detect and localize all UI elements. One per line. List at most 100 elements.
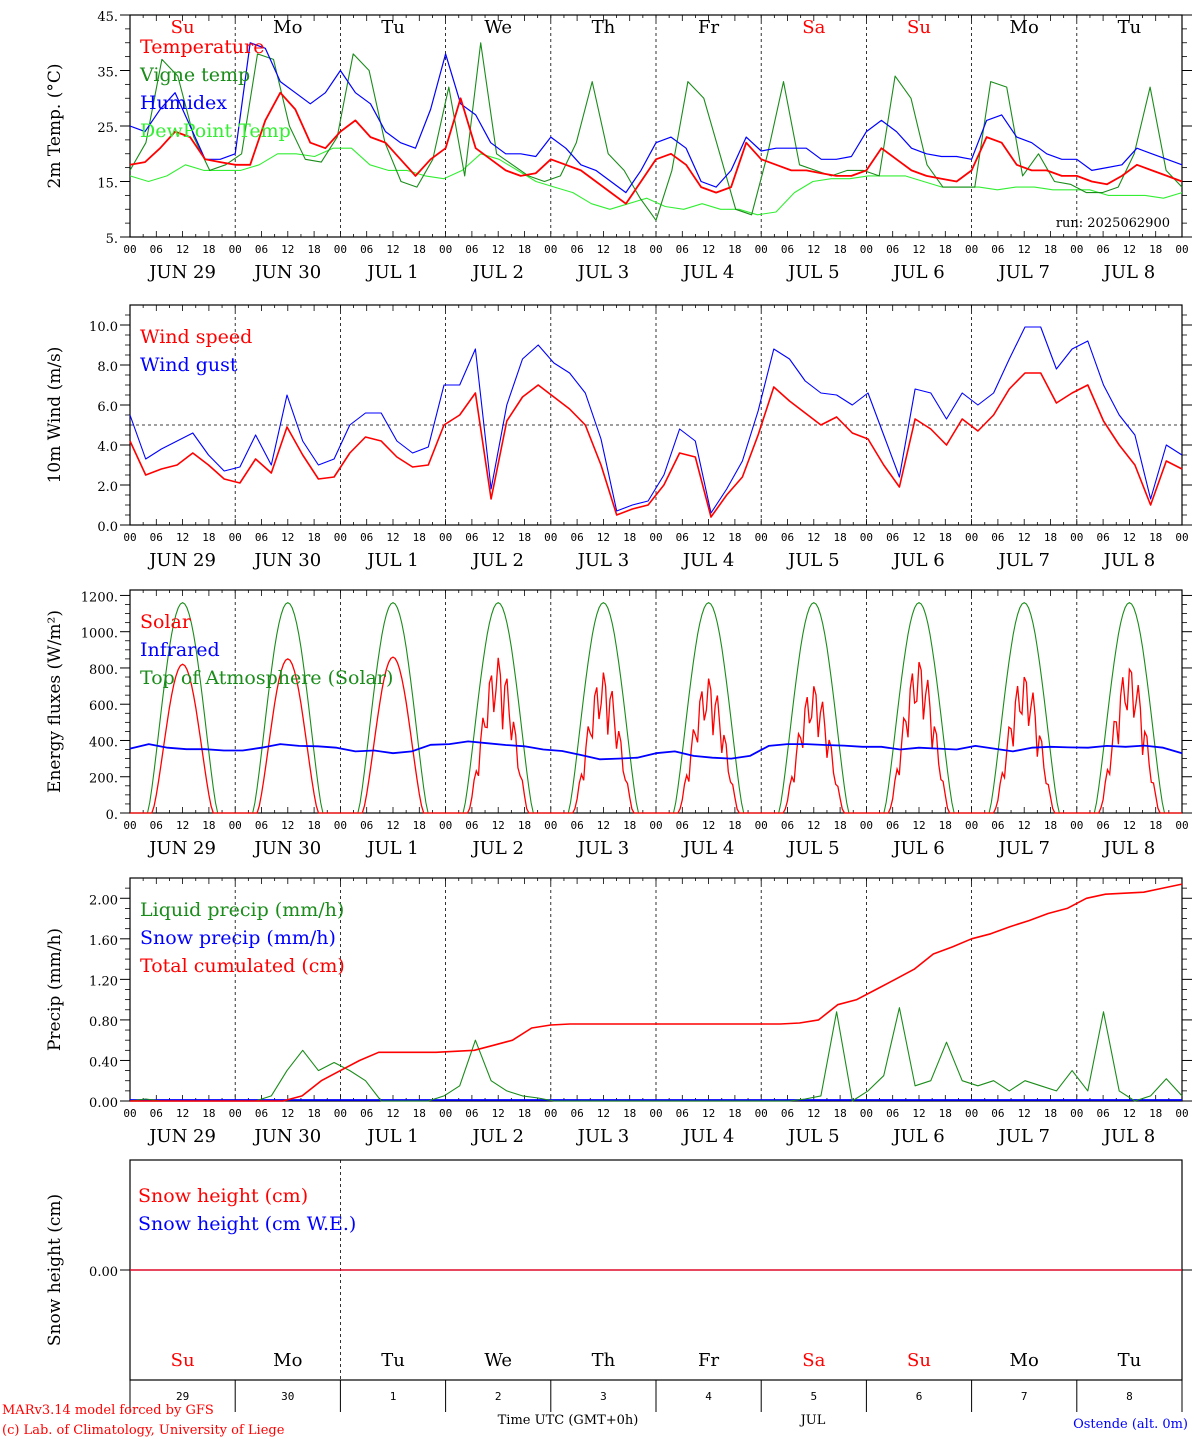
hour-label: 06 <box>991 531 1004 544</box>
y-axis-label: Snow height (cm) <box>45 1194 65 1346</box>
hour-label: 18 <box>518 243 531 256</box>
hour-label: 06 <box>570 531 583 544</box>
hour-label: 18 <box>728 531 741 544</box>
date-label: JUL 4 <box>681 1126 735 1147</box>
y-tick-label: 25. <box>97 121 118 136</box>
hour-label: 06 <box>360 819 373 832</box>
y-tick-label: 0.00 <box>89 1265 118 1280</box>
hour-label: 06 <box>360 531 373 544</box>
y-tick-label: 1.20 <box>89 974 118 989</box>
hour-label: 12 <box>807 531 820 544</box>
hour-label: 12 <box>597 1107 610 1120</box>
weekday-label-bottom: Mo <box>1010 1350 1039 1371</box>
day-number: 2 <box>495 1390 502 1403</box>
hour-label: 06 <box>1096 531 1109 544</box>
hour-label: 00 <box>965 819 978 832</box>
hour-label: 12 <box>281 819 294 832</box>
weekday-label-top: Tu <box>381 17 405 38</box>
hour-label: 12 <box>807 819 820 832</box>
station-name: Ostende (alt. 0m) <box>1073 1417 1188 1432</box>
legend-entry: Infrared <box>140 639 220 661</box>
hour-label: 12 <box>1123 243 1136 256</box>
weekday-label-bottom: Tu <box>381 1350 405 1371</box>
hour-label: 18 <box>307 531 320 544</box>
hour-label: 12 <box>386 243 399 256</box>
hour-label: 18 <box>623 1107 636 1120</box>
hour-label: 12 <box>702 531 715 544</box>
date-label: JUL 2 <box>470 262 524 283</box>
hour-label: 18 <box>307 1107 320 1120</box>
hour-label: 12 <box>912 819 925 832</box>
hour-label: 00 <box>544 531 557 544</box>
hour-label: 12 <box>1123 819 1136 832</box>
date-label: JUN 29 <box>147 838 216 859</box>
date-label: JUL 7 <box>996 550 1050 571</box>
hour-label: 12 <box>176 1107 189 1120</box>
data-lines <box>129 42 1183 1271</box>
legend-entry: Temperature <box>140 36 264 58</box>
day-number: 8 <box>1126 1390 1133 1403</box>
y-tick-label: 1.60 <box>89 934 118 949</box>
legend-entry: Liquid precip (mm/h) <box>140 899 344 921</box>
date-label: JUN 30 <box>252 838 321 859</box>
hour-label: 00 <box>439 1107 452 1120</box>
date-label: JUN 30 <box>252 550 321 571</box>
hour-label: 00 <box>755 819 768 832</box>
hour-label: 18 <box>833 1107 846 1120</box>
hour-label: 18 <box>307 243 320 256</box>
hour-label: 06 <box>150 1107 163 1120</box>
y-tick-label: 4.0 <box>97 440 118 455</box>
hour-label: 12 <box>807 1107 820 1120</box>
hour-label: 00 <box>1070 243 1083 256</box>
hour-label: 00 <box>334 819 347 832</box>
x-axis-title: Time UTC (GMT+0h) <box>498 1413 639 1428</box>
date-label: JUL 6 <box>891 262 945 283</box>
hour-label: 06 <box>676 1107 689 1120</box>
hour-label: 00 <box>229 1107 242 1120</box>
weekday-label-top: Mo <box>1010 17 1039 38</box>
weekday-label-bottom: Th <box>592 1350 616 1371</box>
month-label: JUL <box>799 1413 826 1428</box>
date-label: JUL 2 <box>470 1126 524 1147</box>
hour-label: 00 <box>1070 531 1083 544</box>
hour-label: 18 <box>1044 531 1057 544</box>
hour-label: 12 <box>702 1107 715 1120</box>
day-number: 4 <box>705 1390 712 1403</box>
hour-label: 18 <box>202 531 215 544</box>
series-line <box>129 326 1183 514</box>
hour-label: 18 <box>728 1107 741 1120</box>
date-label: JUL 2 <box>470 838 524 859</box>
legend-entry: Vigne temp <box>139 64 250 86</box>
hour-label: 06 <box>360 243 373 256</box>
weekday-label-top: Th <box>592 17 616 38</box>
weekday-label-top: We <box>484 17 512 38</box>
hour-label: 00 <box>334 243 347 256</box>
hour-label: 00 <box>123 819 136 832</box>
hour-label: 18 <box>518 819 531 832</box>
hour-label: 00 <box>1070 819 1083 832</box>
date-label: JUN 29 <box>147 1126 216 1147</box>
hour-label: 12 <box>1018 531 1031 544</box>
hour-label: 00 <box>1070 1107 1083 1120</box>
weekday-label-top: Mo <box>273 17 302 38</box>
date-label: JUL 8 <box>1102 1126 1156 1147</box>
hour-label: 00 <box>334 531 347 544</box>
hour-label: 12 <box>386 819 399 832</box>
hour-label: 18 <box>1149 819 1162 832</box>
hour-label: 12 <box>281 531 294 544</box>
day-number: 7 <box>1021 1390 1028 1403</box>
hour-label: 18 <box>518 1107 531 1120</box>
hour-label: 06 <box>886 531 899 544</box>
hour-label: 00 <box>965 531 978 544</box>
date-label: JUL 3 <box>576 262 630 283</box>
hour-label: 12 <box>492 819 505 832</box>
hour-label: 18 <box>833 819 846 832</box>
y-tick-label: 0.00 <box>89 1096 118 1111</box>
date-label: JUL 5 <box>786 262 840 283</box>
date-label: JUL 3 <box>576 838 630 859</box>
y-tick-label: 0. <box>106 808 118 823</box>
hour-label: 06 <box>570 1107 583 1120</box>
date-label: JUN 29 <box>147 550 216 571</box>
credit-line-2: (c) Lab. of Climatology, University of L… <box>2 1423 285 1438</box>
